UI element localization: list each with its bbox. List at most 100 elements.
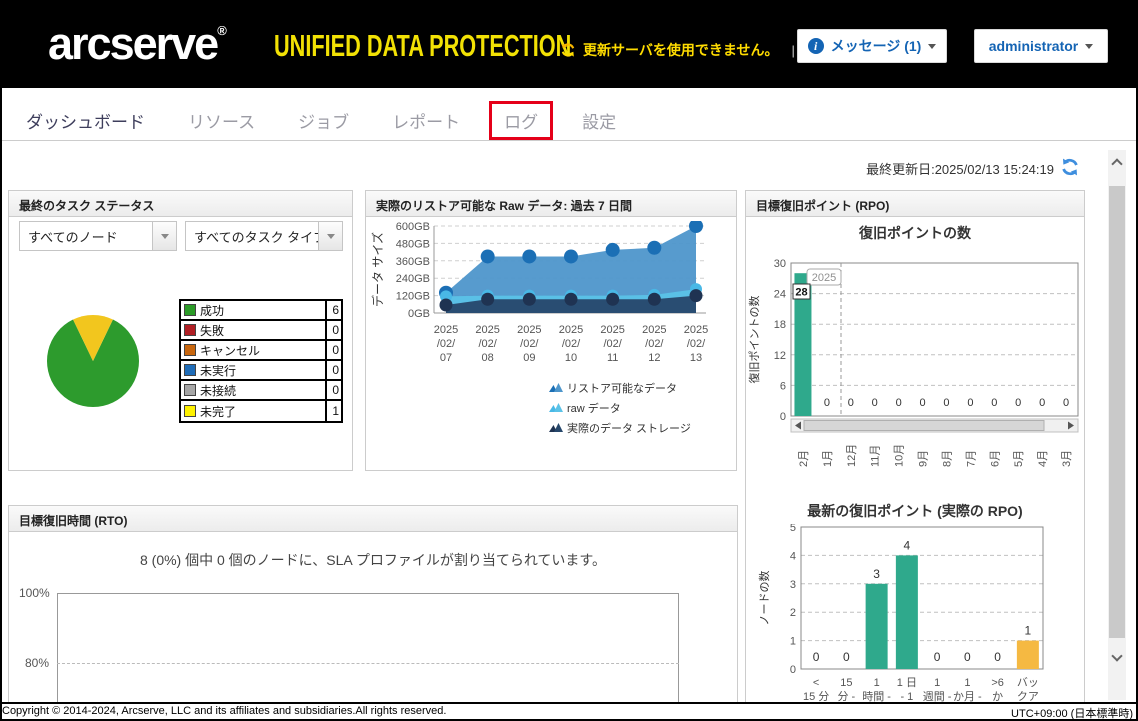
task-status-pie-chart	[45, 313, 141, 414]
svg-text:24: 24	[774, 289, 786, 301]
legend-label: 成功	[200, 303, 225, 318]
svg-text:バッ: バッ	[1017, 676, 1039, 689]
svg-text:240GB: 240GB	[396, 273, 430, 285]
main-nav: ダッシュボード リソース ジョブ レポート ログ 設定	[2, 88, 1136, 144]
svg-text:復旧ポイントの数: 復旧ポイントの数	[748, 296, 761, 384]
svg-text:10: 10	[565, 352, 577, 364]
svg-text:2: 2	[790, 607, 796, 619]
node-filter-value: すべてのノード	[28, 229, 118, 245]
legend-row: 失敗 0	[181, 321, 341, 341]
svg-text:0: 0	[780, 411, 786, 423]
messages-button-label: メッセージ (1)	[830, 38, 922, 54]
svg-text:1: 1	[1025, 624, 1032, 638]
messages-button[interactable]: i メッセージ (1)	[797, 29, 947, 63]
svg-text:9月: 9月	[918, 450, 930, 467]
legend-swatch	[184, 304, 196, 316]
task-type-filter-value: すべてのタスク タイプ	[194, 229, 318, 245]
svg-text:0: 0	[964, 650, 971, 664]
svg-text:1月: 1月	[822, 450, 834, 467]
svg-text:2025: 2025	[517, 324, 541, 336]
user-menu-label: administrator	[988, 38, 1079, 54]
svg-text:10月: 10月	[894, 444, 906, 467]
svg-text:08: 08	[482, 352, 494, 364]
svg-text:0GB: 0GB	[408, 308, 430, 320]
svg-text:30: 30	[774, 258, 786, 270]
svg-text:0: 0	[1063, 397, 1069, 409]
svg-text:0: 0	[843, 650, 850, 664]
copyright-text: Copyright © 2014-2024, Arcserve, LLC and…	[2, 705, 447, 717]
svg-text:2月: 2月	[798, 450, 810, 467]
svg-text:11月: 11月	[870, 445, 882, 467]
svg-text:ノードの数: ノードの数	[758, 571, 771, 626]
svg-text:3月: 3月	[1061, 450, 1073, 467]
product-title: UNIFIED DATA PROTECTION	[274, 28, 572, 63]
raw-data-panel-title: 実際のリストア可能な Raw データ: 過去 7 日間	[366, 191, 736, 217]
tab-jobs[interactable]: ジョブ	[298, 113, 350, 132]
rto-chart-plot	[57, 593, 679, 702]
rto-panel-title: 目標復旧時間 (RTO)	[9, 506, 737, 532]
last-updated-label: 最終更新日:2025/02/13 15:24:19	[866, 162, 1054, 177]
scroll-down-button[interactable]	[1108, 646, 1126, 672]
user-menu-button[interactable]: administrator	[974, 29, 1108, 63]
tab-dashboard[interactable]: ダッシュボード	[24, 88, 147, 144]
svg-text:1: 1	[934, 677, 940, 689]
svg-text:15 分: 15 分	[803, 690, 829, 702]
legend-value: 1	[325, 401, 341, 421]
rpo-panel-title: 目標復旧ポイント (RPO)	[746, 191, 1084, 217]
legend-label: 未完了	[200, 404, 237, 419]
tab-settings[interactable]: 設定	[582, 113, 617, 132]
svg-text:/02/: /02/	[437, 338, 456, 350]
svg-text:1: 1	[790, 636, 796, 648]
svg-text:0: 0	[934, 650, 941, 664]
vertical-scrollbar[interactable]	[1108, 150, 1126, 700]
legend-value: 6	[325, 301, 341, 319]
legend-swatch	[184, 384, 196, 396]
chevron-down-icon	[1085, 43, 1094, 49]
node-filter-select[interactable]: すべてのノード	[19, 221, 177, 251]
legend-value: 0	[325, 361, 341, 379]
dashboard-content: 最終更新日:2025/02/13 15:24:19 最終のタスク ステータス す…	[2, 141, 1136, 702]
svg-text:<: <	[813, 677, 819, 689]
svg-text:0: 0	[1039, 397, 1045, 409]
task-status-legend: 成功 6 失敗 0 キャンセル 0 未実行 0 未接続 0 未完了 1	[179, 299, 343, 423]
svg-text:600GB: 600GB	[396, 221, 430, 233]
svg-text:0: 0	[943, 397, 949, 409]
svg-text:/02/: /02/	[645, 338, 664, 350]
svg-text:/02/: /02/	[520, 338, 539, 350]
svg-text:/02/: /02/	[562, 338, 581, 350]
info-icon: i	[807, 38, 824, 54]
svg-text:12月: 12月	[846, 444, 858, 467]
svg-text:5月: 5月	[1013, 450, 1025, 467]
scrollbar-thumb[interactable]	[1109, 186, 1125, 638]
rto-tick-100: 100%	[19, 586, 50, 600]
svg-text:週間 -: 週間 -	[923, 690, 952, 702]
chevron-down-icon[interactable]	[152, 222, 176, 250]
chevron-down-icon[interactable]	[318, 222, 342, 250]
chevron-up-icon	[1111, 158, 1123, 170]
svg-text:0: 0	[994, 650, 1001, 664]
raw-data-panel: 実際のリストア可能な Raw データ: 過去 7 日間 0GB 120GB 240G…	[365, 190, 737, 471]
scroll-up-button[interactable]	[1108, 150, 1126, 176]
svg-text:実際のデータ ストレージ: 実際のデータ ストレージ	[567, 421, 691, 435]
tab-reports[interactable]: レポート	[392, 113, 461, 132]
refresh-icon[interactable]	[1060, 157, 1080, 177]
tab-logs[interactable]: ログ	[489, 101, 554, 140]
legend-row: 未実行 0	[181, 361, 341, 381]
svg-text:4: 4	[904, 538, 911, 552]
chart-hscrollbar-thumb	[803, 420, 1045, 431]
svg-text:>6: >6	[991, 677, 1004, 689]
legend-swatch	[184, 324, 196, 336]
svg-text:1: 1	[964, 677, 970, 689]
svg-text:/02/: /02/	[603, 338, 622, 350]
legend-swatch	[184, 405, 196, 417]
chart-scroll-left-icon	[795, 421, 801, 430]
task-type-filter-select[interactable]: すべてのタスク タイプ	[185, 221, 343, 251]
tab-resources[interactable]: リソース	[188, 113, 256, 132]
arcserve-logo: arcserve®	[48, 18, 227, 70]
svg-text:- 1: - 1	[900, 691, 913, 702]
recovery-point-count-chart: 0 6 12 18 24 30 復旧ポイントの数 0 0 0 0 0 0 0 0 0 0 0 2025 28 2月 1月 1…	[748, 258, 1079, 467]
svg-text:0: 0	[790, 664, 796, 676]
svg-text:13: 13	[690, 352, 702, 364]
